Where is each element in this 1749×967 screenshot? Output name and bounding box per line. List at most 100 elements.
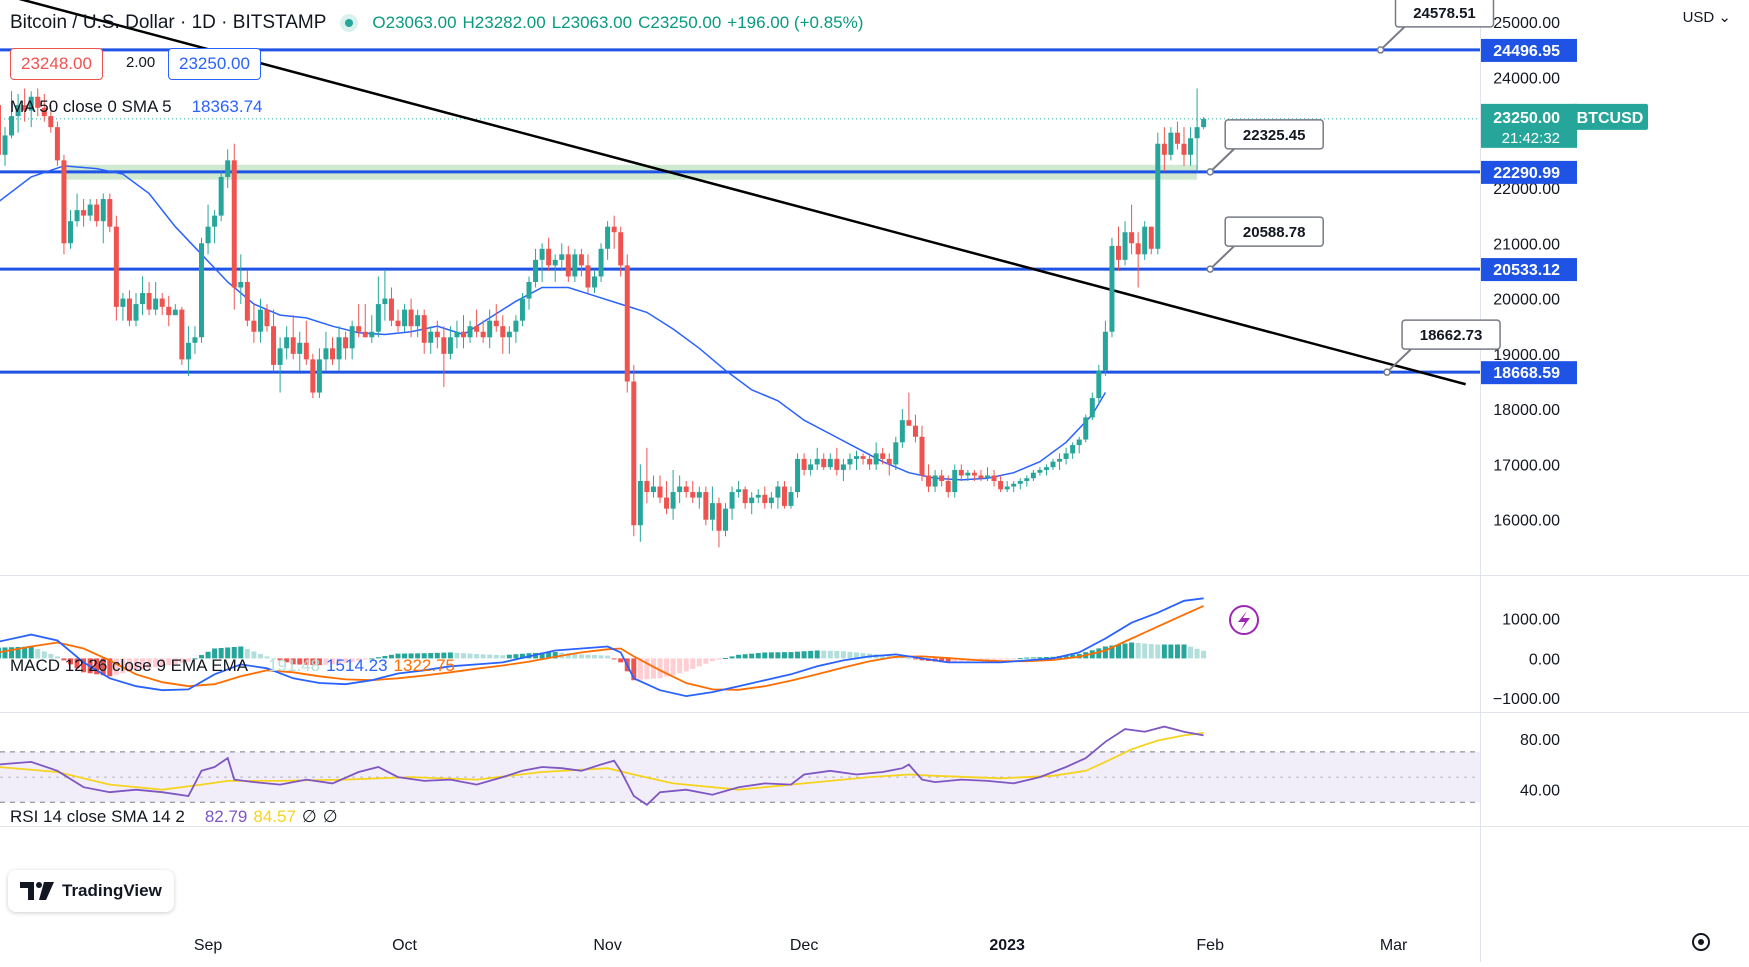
last-price-label: 23250.00	[1493, 110, 1560, 127]
macd-histogram-bar	[297, 658, 303, 665]
callout-box[interactable]	[1401, 319, 1501, 350]
gear-icon[interactable]	[1692, 933, 1710, 951]
candle	[709, 486, 715, 531]
symbol-title[interactable]: Bitcoin / U.S. Dollar · 1D · BITSTAMP	[10, 12, 327, 33]
macd-histogram-bar	[41, 651, 47, 659]
callout-anchor[interactable]	[1376, 46, 1385, 54]
level-price-label-bg	[1481, 38, 1577, 62]
lightning-icon[interactable]	[1229, 605, 1259, 635]
candle-body	[225, 160, 231, 177]
candle-body	[454, 331, 460, 338]
callout-anchor[interactable]	[1206, 168, 1214, 176]
macd-histogram-bar	[441, 652, 447, 659]
macd-histogram-bar	[1063, 655, 1069, 659]
candle	[873, 442, 879, 470]
candle-body	[723, 508, 728, 531]
candle	[185, 326, 191, 376]
level-price-label-bg	[1481, 258, 1577, 282]
candle-body	[238, 281, 244, 288]
time-tick-label: Dec	[790, 937, 818, 954]
candle-body	[1181, 143, 1187, 155]
rsi-na-1: ∅	[301, 807, 317, 826]
macd-histogram-bar	[1004, 658, 1010, 660]
price-tick-label: 17000.00	[1493, 457, 1560, 474]
candle-body	[199, 243, 204, 338]
macd-histogram-bar	[336, 658, 342, 664]
macd-histogram-bar	[912, 658, 918, 660]
macd-legend[interactable]: MACD 12 26 close 9 EMA EMA 191.48 1514.2…	[10, 656, 455, 676]
candle-body	[336, 337, 342, 360]
macd-histogram-bar	[598, 655, 604, 659]
candle-body	[356, 326, 362, 332]
candle-body	[474, 326, 480, 332]
candle	[742, 486, 748, 509]
candle	[467, 320, 473, 343]
macd-histogram-bar	[664, 658, 670, 677]
ma-legend[interactable]: MA 50 close 0 SMA 5 18363.74	[10, 97, 263, 117]
candle	[1148, 226, 1154, 255]
candle-body	[546, 248, 552, 266]
candle-body	[703, 492, 709, 520]
callout-box[interactable]	[1224, 119, 1324, 150]
price-tick-label: 20000.00	[1493, 292, 1560, 309]
candle	[827, 453, 833, 470]
candle	[578, 248, 584, 277]
candle	[1076, 436, 1082, 454]
rsi-line	[0, 725, 1204, 806]
candle	[54, 121, 60, 166]
candle	[546, 237, 552, 271]
candle	[297, 331, 303, 371]
gear-icon-ring	[1692, 933, 1710, 951]
macd-histogram-bar	[880, 654, 886, 659]
callout-anchor[interactable]	[1383, 368, 1391, 376]
candle-body	[1070, 445, 1076, 454]
candle-body	[1017, 481, 1023, 484]
candle-body	[264, 309, 270, 327]
candle	[1161, 127, 1167, 172]
rsi-label: RSI 14 close SMA 14 2	[10, 807, 185, 826]
currency-selector[interactable]: USD ⌄	[1683, 8, 1731, 26]
time-tick-label: Mar	[1380, 937, 1408, 954]
level-price-label-bg	[1481, 160, 1577, 184]
candle	[454, 320, 460, 349]
candle-body	[323, 348, 329, 360]
macd-histogram-bar	[35, 648, 41, 659]
chevron-down-icon: ⌄	[1718, 9, 1731, 26]
candle-body	[257, 309, 263, 332]
candle-body	[41, 107, 47, 117]
candle	[559, 243, 565, 271]
candle-body	[592, 276, 597, 288]
tradingview-logo[interactable]: TradingView	[8, 870, 174, 912]
callout-box[interactable]	[1394, 0, 1495, 28]
buy-button[interactable]: 23250.00	[168, 48, 261, 80]
candle	[382, 270, 388, 321]
level-price-label-bg	[1481, 361, 1577, 385]
candle	[395, 309, 401, 332]
candle	[513, 315, 519, 343]
macd-histogram-bar	[244, 648, 250, 659]
macd-histogram-bar	[1096, 648, 1102, 659]
candle-body	[919, 436, 925, 476]
candle-body	[650, 486, 656, 493]
callout-box[interactable]	[1224, 216, 1324, 247]
candle-body	[611, 226, 617, 233]
sell-button[interactable]: 23248.00	[10, 48, 103, 80]
rsi-legend[interactable]: RSI 14 close SMA 14 2 82.79 84.57 ∅ ∅	[10, 807, 338, 827]
candle-body	[952, 469, 958, 493]
candle	[336, 326, 342, 371]
price-tick-label: 18000.00	[1493, 402, 1560, 419]
candle-body	[68, 221, 73, 244]
candle	[487, 309, 493, 349]
macd-histogram-bar	[487, 654, 493, 659]
candle	[677, 475, 683, 504]
macd-histogram-bar	[54, 656, 60, 659]
candle-body	[781, 486, 787, 506]
candle-body	[15, 105, 21, 117]
candle	[932, 469, 938, 493]
callout-anchor[interactable]	[1206, 265, 1214, 273]
macd-histogram-bar	[467, 653, 473, 659]
candle-body	[998, 481, 1004, 490]
candle	[1024, 475, 1030, 487]
